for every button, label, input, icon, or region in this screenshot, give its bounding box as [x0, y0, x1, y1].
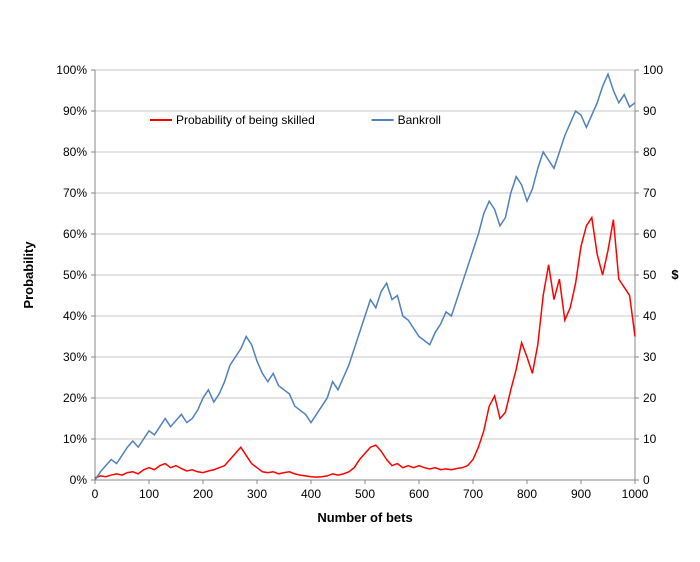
x-axis-label: Number of bets	[317, 510, 412, 525]
ytick-right-label: 10	[643, 432, 657, 446]
y-axis-right-label: $	[671, 267, 679, 282]
ytick-left-label: 10%	[63, 432, 87, 446]
ytick-right-label: 70	[643, 186, 657, 200]
ytick-right-label: 80	[643, 145, 657, 159]
ytick-left-label: 0%	[70, 473, 88, 487]
chart-container: { "chart": { "type": "line", "background…	[0, 0, 700, 562]
y-axis-left-label: Probability	[21, 241, 36, 309]
ytick-left-label: 20%	[63, 391, 87, 405]
ytick-left-label: 40%	[63, 309, 87, 323]
xtick-label: 100	[139, 487, 159, 501]
legend-label: Bankroll	[398, 113, 441, 127]
ytick-left-label: 80%	[63, 145, 87, 159]
ytick-left-label: 50%	[63, 268, 87, 282]
ytick-right-label: 60	[643, 227, 657, 241]
xtick-label: 1000	[622, 487, 649, 501]
xtick-label: 200	[193, 487, 213, 501]
ytick-left-label: 30%	[63, 350, 87, 364]
xtick-label: 0	[92, 487, 99, 501]
xtick-label: 600	[409, 487, 429, 501]
ytick-left-label: 100%	[56, 63, 87, 77]
ytick-right-label: 90	[643, 104, 657, 118]
ytick-left-label: 90%	[63, 104, 87, 118]
ytick-right-label: 50	[643, 268, 657, 282]
ytick-left-label: 70%	[63, 186, 87, 200]
ytick-right-label: 100	[643, 63, 663, 77]
ytick-right-label: 30	[643, 350, 657, 364]
ytick-right-label: 20	[643, 391, 657, 405]
legend-label: Probability of being skilled	[176, 113, 315, 127]
ytick-right-label: 40	[643, 309, 657, 323]
xtick-label: 900	[571, 487, 591, 501]
ytick-left-label: 60%	[63, 227, 87, 241]
xtick-label: 800	[517, 487, 537, 501]
xtick-label: 300	[247, 487, 267, 501]
line-chart: 0% 0 10% 10 20% 20 30% 30 40% 40 50% 50 60% 60 70% 70 80…	[0, 0, 700, 562]
xtick-label: 400	[301, 487, 321, 501]
xtick-label: 700	[463, 487, 483, 501]
xtick-label: 500	[355, 487, 375, 501]
ytick-right-label: 0	[643, 473, 650, 487]
